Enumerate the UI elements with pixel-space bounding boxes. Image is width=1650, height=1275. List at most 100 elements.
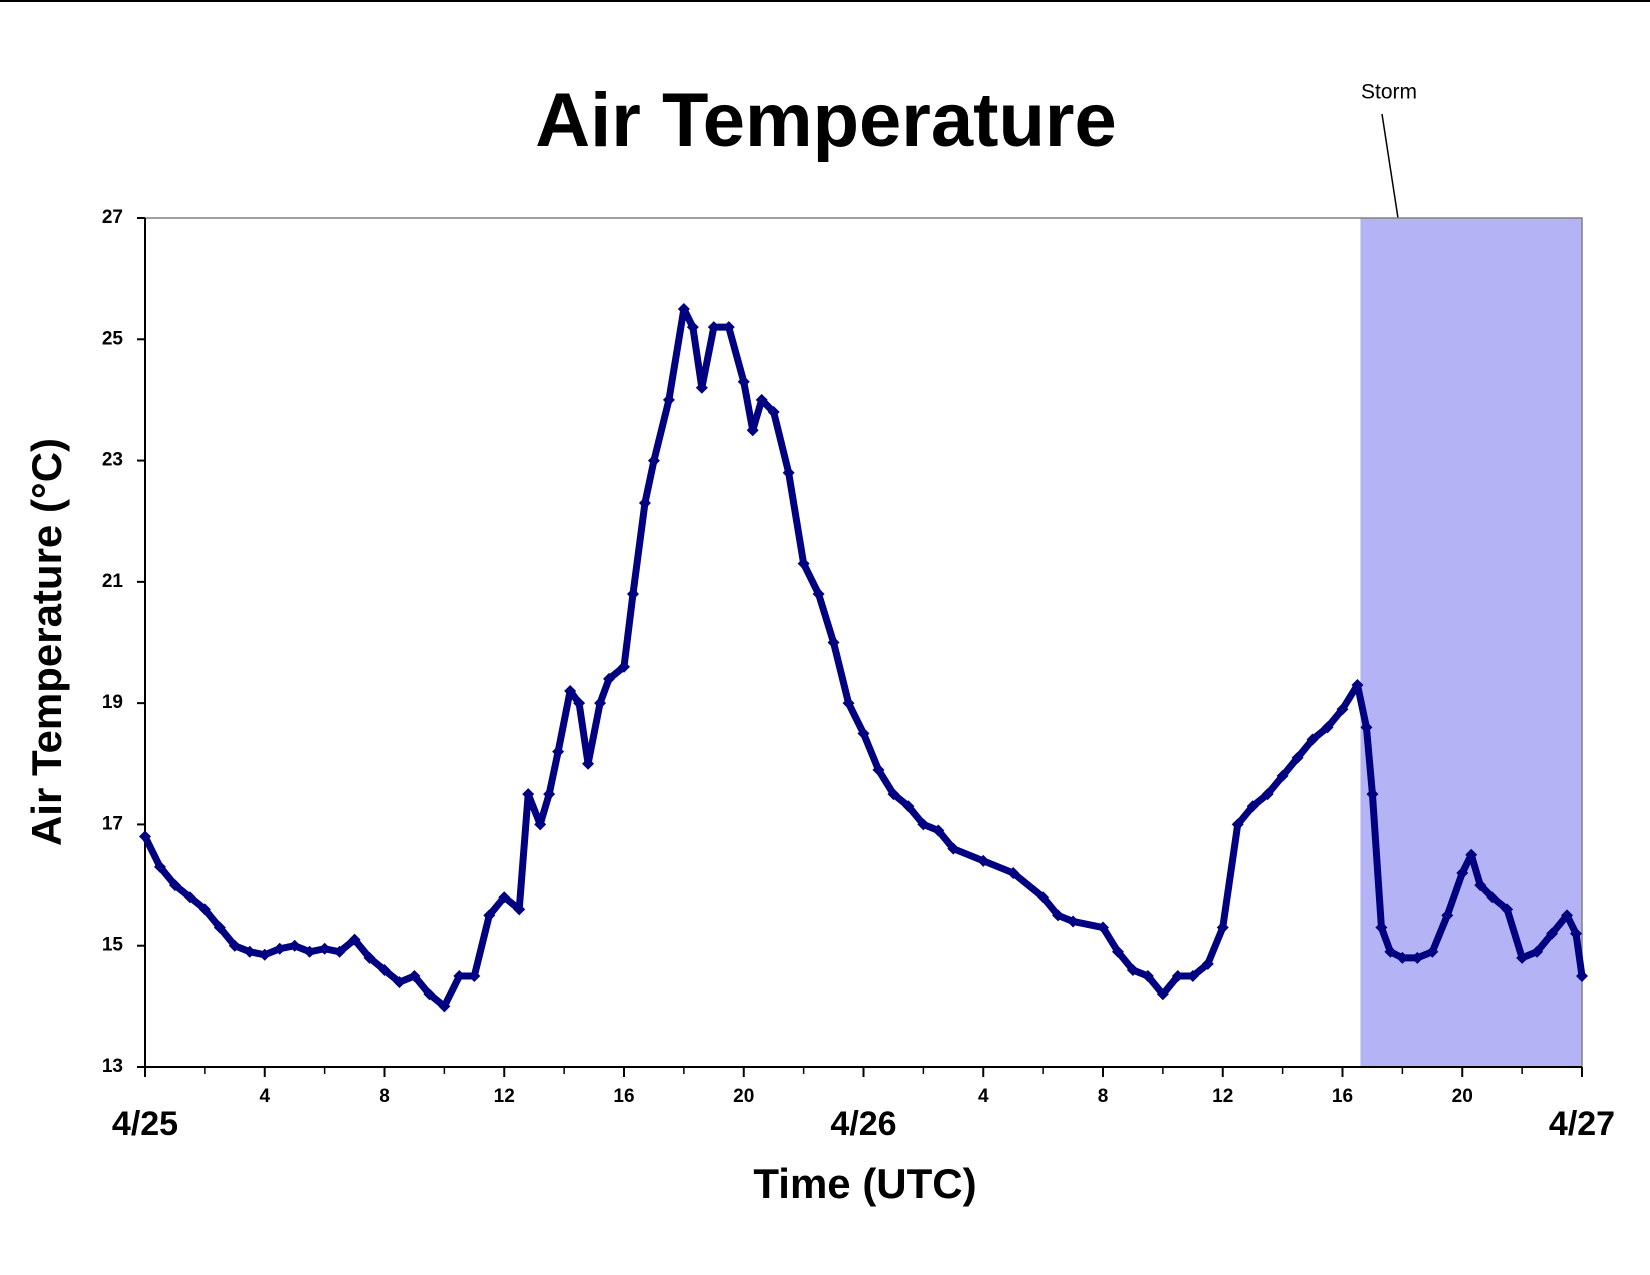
data-point (1246, 800, 1259, 813)
data-point (1141, 970, 1154, 983)
storm-region (1360, 218, 1582, 1067)
data-point (887, 788, 900, 801)
chart-title: Air Temperature (535, 78, 1116, 163)
data-point (1561, 909, 1574, 922)
data-point (1396, 951, 1409, 964)
x-tick-label: 16 (613, 1086, 634, 1107)
data-point (573, 697, 586, 710)
data-point (1306, 733, 1319, 746)
data-point (1351, 678, 1364, 691)
data-point (686, 321, 699, 334)
data-point (1126, 963, 1139, 976)
x-date-label: 4/26 (830, 1105, 896, 1143)
data-point (1186, 970, 1199, 983)
x-tick-label: 4 (259, 1086, 270, 1107)
data-point (872, 763, 885, 776)
data-point (677, 302, 690, 315)
data-point (1474, 879, 1487, 892)
data-point (1576, 970, 1588, 983)
data-point (1007, 866, 1020, 879)
y-tick-label: 13 (102, 1056, 123, 1077)
y-tick-label: 21 (102, 571, 124, 592)
data-point (1570, 927, 1583, 940)
data-point (1456, 866, 1469, 879)
storm-annotation: Storm (1361, 81, 1417, 104)
data-point (932, 824, 945, 837)
data-point (842, 697, 855, 710)
x-tick-label: 12 (1212, 1086, 1233, 1107)
data-point (168, 879, 181, 892)
x-tick-label: 8 (1098, 1086, 1109, 1107)
x-date-label: 4/25 (112, 1105, 178, 1143)
data-point (363, 951, 376, 964)
data-point (498, 891, 511, 904)
data-point (183, 891, 196, 904)
y-axis-title: Air Temperature (°C) (23, 438, 70, 846)
data-point (695, 381, 708, 394)
data-point (408, 970, 421, 983)
data-point (737, 375, 750, 388)
data-point (534, 818, 547, 831)
annotation-leader (1381, 113, 1399, 219)
data-point (1516, 951, 1529, 964)
data-point (1411, 951, 1424, 964)
data-point (378, 963, 391, 976)
data-point (552, 745, 565, 758)
data-point (1531, 945, 1544, 958)
data-point (618, 660, 630, 673)
data-point (797, 557, 810, 570)
data-point (1465, 848, 1478, 861)
data-point (1441, 909, 1454, 922)
data-point (438, 1000, 451, 1013)
data-point (1037, 891, 1050, 904)
data-point (564, 685, 577, 698)
y-tick-label: 25 (102, 328, 124, 349)
data-point (303, 945, 316, 958)
y-tick-label: 23 (102, 450, 123, 471)
data-point (782, 466, 795, 479)
data-point (947, 842, 960, 855)
data-point (917, 818, 930, 831)
data-point (1097, 921, 1109, 934)
data-point (1336, 703, 1349, 716)
data-point (543, 788, 556, 801)
data-point (767, 406, 780, 419)
data-point (857, 727, 870, 740)
data-point (1546, 927, 1559, 940)
data-point (213, 921, 226, 934)
data-point (1360, 721, 1373, 734)
data-point (1486, 891, 1499, 904)
x-tick-label: 20 (1452, 1086, 1473, 1107)
data-point (746, 424, 759, 437)
data-point (1216, 921, 1229, 934)
data-point (453, 970, 466, 983)
data-point (423, 988, 436, 1001)
data-point (288, 939, 301, 952)
data-point (902, 800, 915, 813)
data-point (603, 672, 616, 685)
data-point (1171, 970, 1184, 983)
data-point (348, 933, 361, 946)
data-point (198, 903, 211, 916)
x-tick-label: 16 (1332, 1086, 1353, 1107)
data-point (468, 970, 481, 983)
data-point (483, 909, 496, 922)
data-point (522, 788, 535, 801)
data-point (1366, 788, 1379, 801)
data-point (258, 948, 271, 961)
x-tick-label: 12 (494, 1086, 515, 1107)
data-point (662, 393, 675, 406)
data-point (755, 393, 768, 406)
data-point (1276, 769, 1289, 782)
y-tick-label: 15 (102, 935, 124, 956)
data-point (638, 497, 651, 510)
data-point (1384, 945, 1397, 958)
data-point (626, 587, 639, 600)
x-date-label: 4/27 (1549, 1105, 1615, 1143)
data-point (812, 587, 825, 600)
data-point (707, 321, 720, 334)
data-point (1321, 721, 1334, 734)
data-point (1501, 903, 1514, 916)
data-point (1291, 751, 1304, 764)
